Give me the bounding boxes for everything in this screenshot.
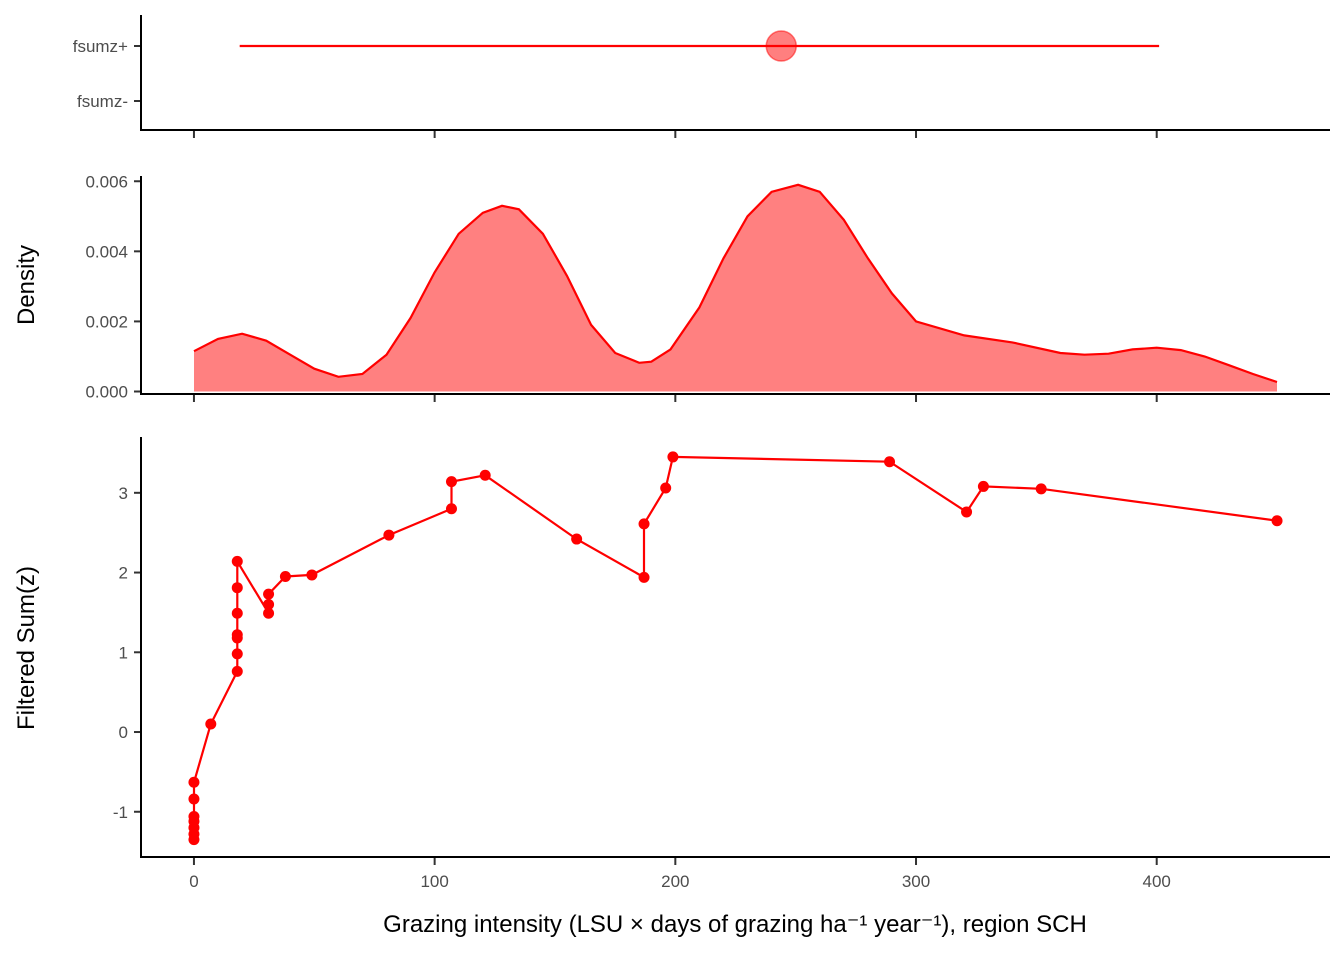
density-x-ticks bbox=[192, 395, 1158, 402]
trend-point-4 bbox=[188, 811, 200, 823]
trend-line bbox=[192, 455, 1278, 840]
trend-point-19 bbox=[306, 569, 318, 581]
trend-point-14 bbox=[231, 555, 243, 567]
density-line bbox=[193, 183, 1278, 384]
x-tick-label-3: 300 bbox=[902, 872, 930, 891]
density-y-tick-label-3: 0.006 bbox=[85, 172, 128, 191]
trend-point-21 bbox=[445, 503, 457, 515]
trend-point-29 bbox=[884, 456, 896, 468]
trend-point-16 bbox=[263, 598, 275, 610]
trend-panel: -1 0 1 2 3 0 100 200 300 400 Filtered Sum(z) Gra… bbox=[13, 437, 1330, 938]
interval-panel: fsumz+ fsumz- bbox=[73, 15, 1330, 138]
trend-point-8 bbox=[231, 665, 243, 677]
trend-point-18 bbox=[279, 571, 291, 583]
trend-point-13 bbox=[231, 582, 243, 594]
x-tick-label-2: 200 bbox=[661, 872, 689, 891]
density-area bbox=[194, 184, 1277, 392]
trend-y-ticks: -1 0 1 2 3 bbox=[113, 484, 141, 822]
x-axis-title: Grazing intensity (LSU × days of grazing… bbox=[383, 911, 1087, 938]
interval-y-ticks: fsumz+ fsumz- bbox=[73, 37, 141, 111]
trend-y-tick-label-4: 3 bbox=[119, 484, 128, 503]
trend-y-tick-label-0: -1 bbox=[113, 803, 128, 822]
density-y-tick-label-0: 0.000 bbox=[85, 382, 128, 401]
trend-point-30 bbox=[961, 506, 973, 518]
density-y-axis-title: Density bbox=[13, 245, 40, 325]
trend-point-5 bbox=[188, 793, 200, 805]
trend-point-23 bbox=[479, 469, 491, 481]
interval-x-ticks bbox=[192, 131, 1158, 138]
trend-point-22 bbox=[445, 476, 457, 488]
trend-y-tick-label-1: 0 bbox=[119, 723, 128, 742]
trend-point-12 bbox=[231, 607, 243, 619]
trend-point-26 bbox=[638, 518, 650, 530]
x-tick-label-1: 100 bbox=[420, 872, 448, 891]
trend-point-33 bbox=[1271, 515, 1283, 527]
trend-point-25 bbox=[638, 571, 650, 583]
trend-point-31 bbox=[977, 480, 989, 492]
trend-point-9 bbox=[231, 648, 243, 660]
trend-point-27 bbox=[660, 482, 672, 494]
trend-point-15 bbox=[263, 607, 275, 619]
trend-y-tick-label-3: 2 bbox=[119, 564, 128, 583]
trend-point-32 bbox=[1035, 483, 1047, 495]
density-panel: 0.000 0.002 0.004 0.006 Density bbox=[13, 172, 1330, 402]
trend-point-7 bbox=[205, 718, 217, 730]
trend-point-28 bbox=[667, 451, 679, 463]
trend-point-17 bbox=[263, 588, 275, 600]
trend-x-ticks: 0 100 200 300 400 bbox=[189, 858, 1171, 891]
trend-y-axis-title: Filtered Sum(z) bbox=[13, 566, 40, 730]
x-tick-label-4: 400 bbox=[1143, 872, 1171, 891]
trend-y-tick-label-2: 1 bbox=[119, 643, 128, 662]
x-tick-label-0: 0 bbox=[189, 872, 198, 891]
density-y-ticks: 0.000 0.002 0.004 0.006 bbox=[85, 172, 141, 401]
trend-point-11 bbox=[231, 629, 243, 641]
trend-point-20 bbox=[383, 529, 395, 541]
trend-points bbox=[188, 451, 1283, 846]
interval-category-label-1: fsumz- bbox=[77, 92, 128, 111]
density-y-tick-label-1: 0.002 bbox=[85, 312, 128, 331]
interval-point bbox=[765, 30, 797, 62]
trend-point-6 bbox=[188, 776, 200, 788]
trend-point-24 bbox=[571, 533, 583, 545]
interval-category-label-0: fsumz+ bbox=[73, 37, 128, 56]
density-y-tick-label-2: 0.004 bbox=[85, 242, 128, 261]
